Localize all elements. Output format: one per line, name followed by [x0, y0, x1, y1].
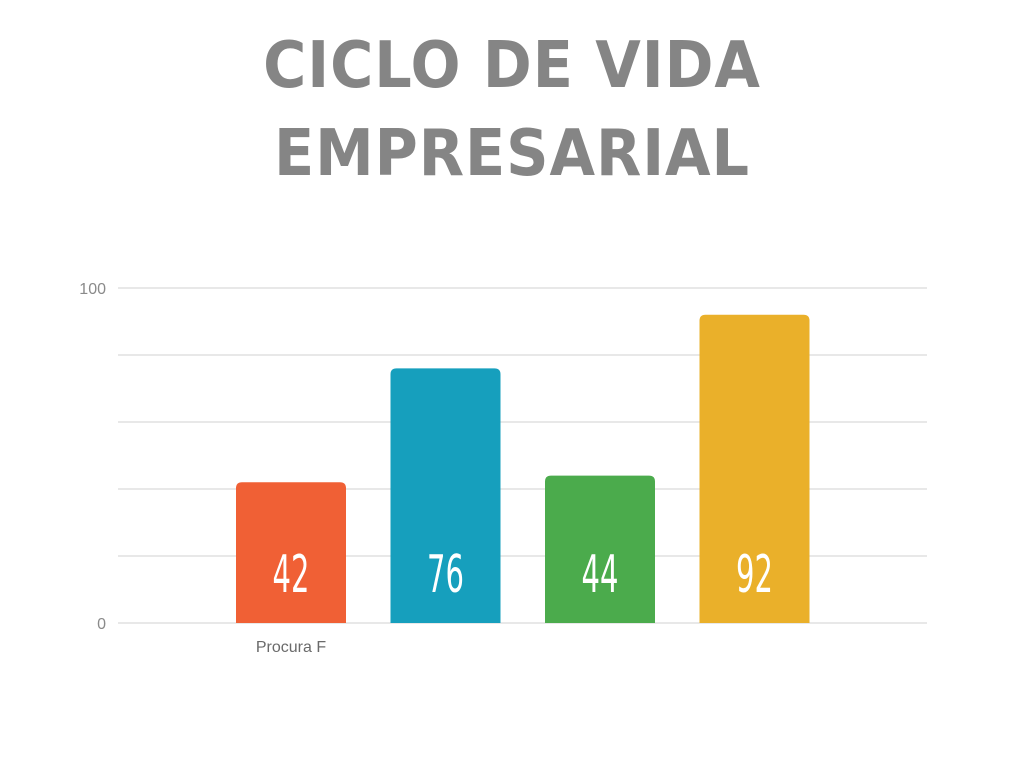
bar: [236, 482, 346, 623]
y-tick-label: 0: [97, 616, 106, 633]
bar-value-label: 92: [736, 545, 773, 605]
bar: [545, 475, 655, 623]
y-tick-label: 100: [79, 281, 106, 298]
bar: [390, 368, 501, 623]
bars: 42 76 44 92: [236, 314, 810, 623]
bar-value-label: 42: [273, 545, 310, 605]
x-axis: Procura F: [256, 639, 326, 656]
bar-value-label: 76: [427, 545, 464, 605]
x-category-label: Procura F: [256, 639, 326, 656]
y-axis: 0 100: [79, 281, 106, 633]
slide-title: CICLO DE VIDA EMPRESARIAL: [263, 29, 761, 191]
bar-value-label: 44: [582, 545, 619, 605]
bar: [699, 314, 810, 623]
